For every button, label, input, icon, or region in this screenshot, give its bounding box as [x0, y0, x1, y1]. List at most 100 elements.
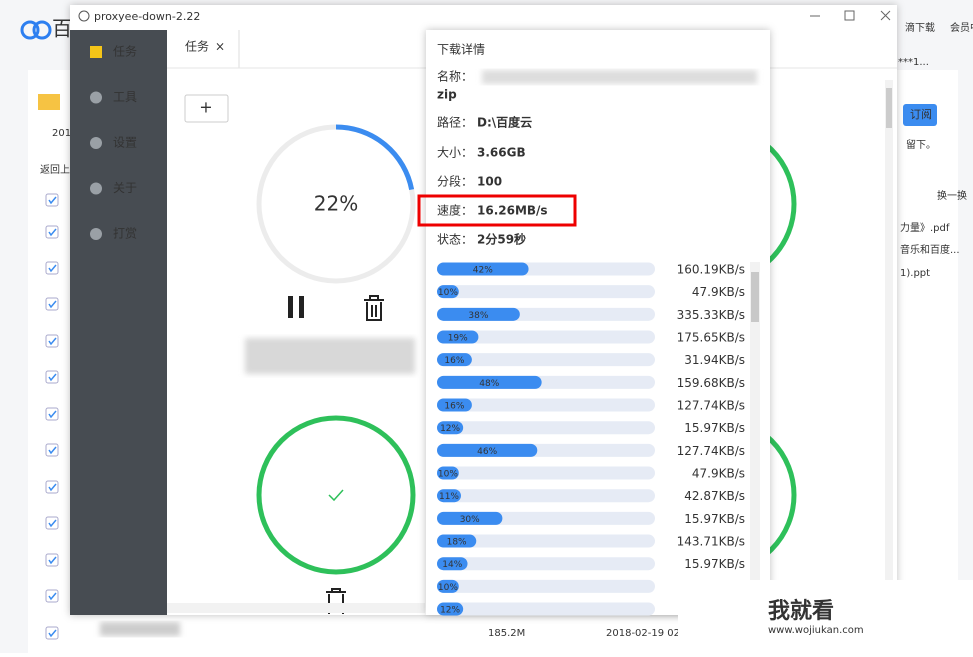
bg-check: [48, 337, 57, 346]
bg-check: [48, 483, 57, 492]
bg-title: ***1...: [898, 57, 929, 68]
bg-checkbox[interactable]: [45, 516, 59, 530]
bg-refresh[interactable]: 换一换: [937, 189, 967, 202]
bg-checkbox[interactable]: [45, 334, 59, 348]
delete-icon[interactable]: [326, 588, 346, 614]
segment-speed: 47.9KB/s: [692, 467, 745, 481]
segment-bar: [437, 511, 503, 525]
segment-percent: 16%: [444, 356, 464, 366]
segment-percent: 42%: [473, 266, 493, 276]
watermark-bg: [678, 580, 973, 653]
bg-checkbox[interactable]: [45, 553, 59, 567]
bg-checkbox[interactable]: [45, 480, 59, 494]
bg-checkbox[interactable]: [45, 370, 59, 384]
segments-scrollbar[interactable]: [750, 262, 760, 615]
bg-check: [48, 410, 57, 419]
bg-link: 会员中: [950, 21, 973, 34]
bg-checkbox[interactable]: [45, 193, 59, 207]
bg-subscribe-button[interactable]: [903, 104, 937, 126]
sidebar-item[interactable]: 关于: [113, 181, 137, 195]
segment-track: [437, 466, 655, 480]
segment-percent: 12%: [440, 606, 460, 616]
h-scrollbar[interactable]: [167, 603, 425, 613]
close[interactable]: [880, 10, 891, 21]
highlight-box: [417, 194, 577, 227]
blurred-name: [482, 70, 757, 84]
segment-track: [437, 579, 655, 593]
bg-folder: [38, 94, 60, 110]
segment-bar: [437, 534, 477, 548]
segment-speed: 175.65KB/s: [677, 331, 745, 345]
segment-track: [437, 421, 655, 435]
segment-track: [437, 330, 655, 344]
bg-checkbox[interactable]: [45, 261, 59, 275]
segment-bar: [437, 262, 529, 276]
bg-subscribe[interactable]: 订阅: [910, 108, 932, 121]
bg-checkbox[interactable]: [45, 589, 59, 603]
field-value: 3.66GB: [477, 146, 526, 160]
sidebar-icon[interactable]: [90, 137, 102, 149]
segment-speed: 15.97KB/s: [684, 557, 745, 571]
sidebar-icon[interactable]: [90, 182, 102, 195]
segment-percent: 48%: [479, 379, 499, 389]
progress-label: 22%: [314, 192, 358, 216]
bg-checkbox[interactable]: [45, 626, 59, 640]
add-label[interactable]: +: [199, 98, 212, 117]
segment-bar: [437, 285, 459, 299]
segment-bar: [437, 579, 459, 593]
bg-date: 201: [52, 128, 71, 139]
scrollbar[interactable]: [885, 80, 893, 610]
segment-bar: [437, 489, 461, 503]
bg-note: 留下。: [906, 138, 936, 151]
field-value: zip: [437, 88, 457, 102]
segment-speed: 160.19KB/s: [677, 263, 745, 277]
tab-label[interactable]: 任务: [185, 39, 209, 54]
segment-track: [437, 534, 655, 548]
bg-back: 返回上: [40, 164, 70, 176]
segment-bar: [437, 330, 479, 344]
sidebar-item[interactable]: 任务: [113, 44, 137, 59]
tab-close[interactable]: ×: [215, 40, 225, 54]
segments-scroll-thumb[interactable]: [751, 272, 759, 322]
bg-check: [48, 300, 57, 309]
segment-speed: 31.94KB/s: [684, 353, 745, 367]
add-button[interactable]: [184, 94, 229, 123]
segment-speed: 127.74KB/s: [677, 444, 745, 458]
field-value: 16.26MB/s: [477, 204, 548, 218]
bg-checkbox[interactable]: [45, 225, 59, 239]
delete-icon[interactable]: [364, 295, 384, 321]
blurred-name: [100, 622, 180, 636]
sidebar-item[interactable]: 打赏: [113, 227, 137, 241]
maximize[interactable]: [844, 10, 855, 21]
sidebar-icon[interactable]: [90, 228, 102, 240]
bg-file: 音乐和百度...: [900, 243, 960, 256]
field-value: 2分59秒: [477, 232, 526, 247]
segment-percent: 18%: [447, 538, 467, 548]
segment-speed: 42.87KB/s: [684, 489, 745, 503]
segment-percent: 10%: [438, 470, 458, 480]
sidebar-icon[interactable]: [90, 46, 102, 58]
window-title: proxyee-down-2.22: [94, 10, 200, 23]
segment-percent: 10%: [438, 583, 458, 593]
field-label: 路径：: [437, 115, 473, 130]
pause-icon[interactable]: [299, 296, 304, 318]
done-ring: [256, 415, 416, 575]
sidebar-icon[interactable]: [90, 91, 102, 104]
bg-checkbox[interactable]: [45, 407, 59, 421]
bg-size: 185.2M: [488, 628, 525, 639]
field-value: D:\百度云: [477, 115, 532, 130]
pause-icon[interactable]: [288, 296, 293, 318]
bg-date: 2018-02-19 02:3: [606, 628, 690, 639]
scroll-thumb[interactable]: [886, 88, 892, 128]
sidebar-item[interactable]: 工具: [113, 90, 137, 104]
bg-logo-icon: [32, 20, 52, 40]
segment-bar: [437, 443, 538, 457]
tab[interactable]: [167, 30, 239, 68]
bg-checkbox[interactable]: [45, 297, 59, 311]
sidebar-item[interactable]: 设置: [113, 136, 137, 150]
progress-arc: [335, 124, 415, 191]
blurred-name: [245, 338, 415, 374]
segment-percent: 10%: [438, 288, 458, 298]
bg-checkbox[interactable]: [45, 443, 59, 457]
segment-percent: 38%: [468, 311, 488, 321]
